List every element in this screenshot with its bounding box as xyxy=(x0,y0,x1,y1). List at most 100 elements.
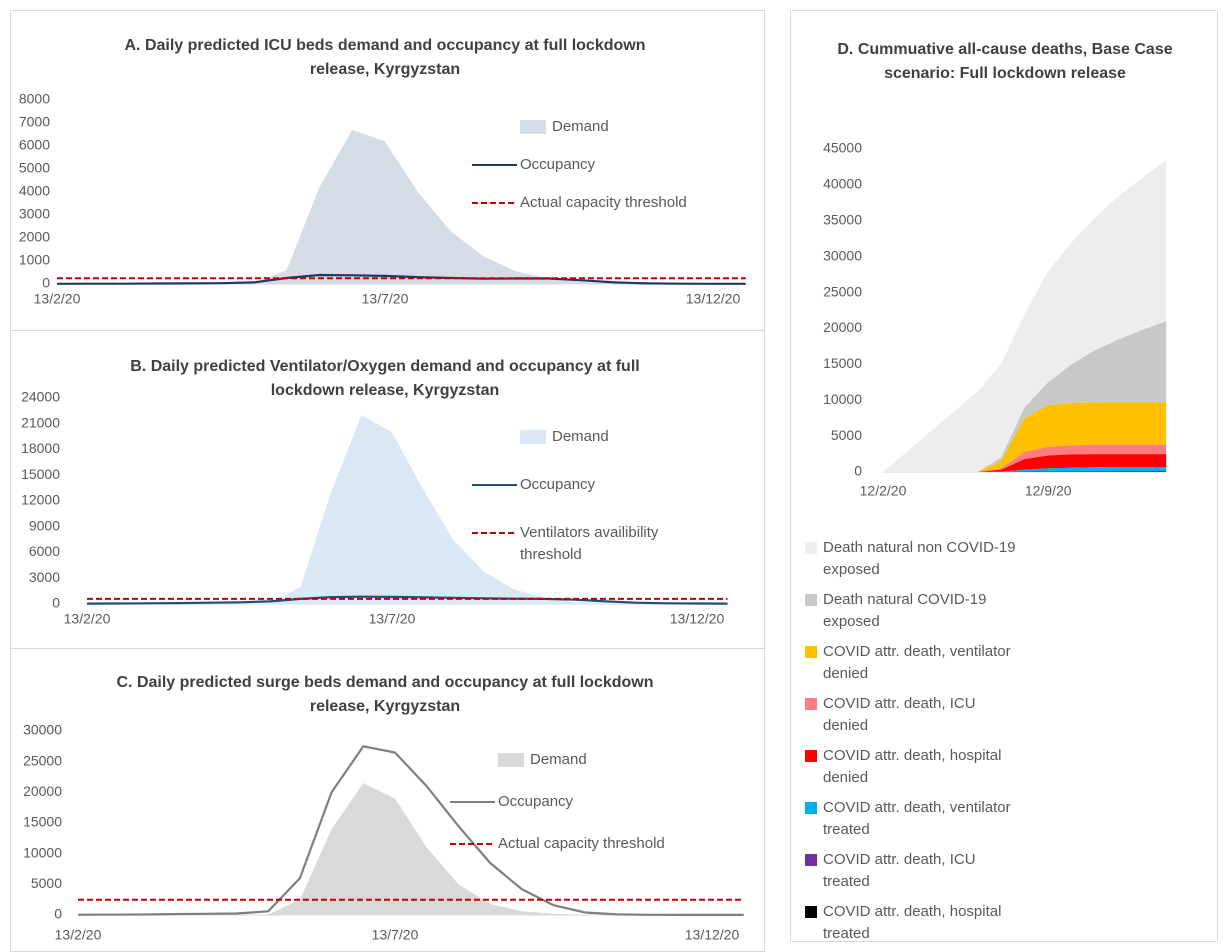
y-tick-label: 8000 xyxy=(19,91,50,107)
legend-label: Occupancy xyxy=(520,156,596,173)
x-tick-label: 13/7/20 xyxy=(369,611,416,627)
legend-entry: Occupancy xyxy=(472,154,720,176)
legend-swatch xyxy=(805,594,817,606)
demand-area xyxy=(78,783,744,915)
legend-label: Death natural COVID-19 exposed xyxy=(823,591,987,630)
legend-label: Occupancy xyxy=(520,476,596,493)
y-tick-label: 5000 xyxy=(19,160,50,176)
legend-entry: Actual capacity threshold xyxy=(450,833,698,855)
y-tick-label: 0 xyxy=(52,595,60,611)
occupancy-line xyxy=(77,745,744,916)
legend-entry: Demand xyxy=(472,116,752,138)
legend-label: Demand xyxy=(530,751,587,768)
legend-entry: COVID attr. death, ventilator treated xyxy=(805,797,1023,841)
y-tick-label: 45000 xyxy=(823,140,862,156)
x-tick-label: 13/2/20 xyxy=(55,927,102,943)
legend-square xyxy=(805,594,817,606)
chart-title: A. Daily predicted ICU beds demand and o… xyxy=(124,37,646,78)
legend-label: Demand xyxy=(552,428,609,445)
y-tick-label: 2000 xyxy=(19,229,50,245)
legend-swatch xyxy=(805,906,817,918)
legend-label: COVID attr. death, hospital treated xyxy=(823,903,1002,942)
y-tick-label: 20000 xyxy=(23,783,62,799)
chart-title: B. Daily predicted Ventilator/Oxygen dem… xyxy=(130,358,640,399)
legend-entry: Demand xyxy=(450,749,730,771)
y-tick-label: 20000 xyxy=(823,319,862,335)
y-tick-label: 24000 xyxy=(21,389,60,405)
legend-entry: Actual capacity threshold xyxy=(472,192,720,214)
y-tick-label: 35000 xyxy=(823,211,862,227)
legend-label: Death natural non COVID-19 exposed xyxy=(823,539,1016,578)
legend-entry: COVID attr. death, ventilator denied xyxy=(805,641,1023,685)
legend-rect xyxy=(520,430,546,444)
legend-label: COVID attr. death, ICU treated xyxy=(823,851,976,890)
y-tick-label: 7000 xyxy=(19,114,50,130)
y-tick-label: 30000 xyxy=(23,722,62,738)
y-tick-label: 1000 xyxy=(19,252,50,268)
y-tick-label: 10000 xyxy=(23,844,62,860)
legend-label: COVID attr. death, ventilator denied xyxy=(823,643,1011,682)
demand-area xyxy=(87,415,728,604)
legend-swatch xyxy=(520,430,546,444)
legend-swatch xyxy=(472,532,517,534)
legend-entry: Ventilators availibility threshold xyxy=(472,522,720,566)
x-tick-label: 12/2/20 xyxy=(860,483,907,499)
x-tick-label: 13/12/20 xyxy=(686,291,741,307)
stacked-area xyxy=(883,444,1167,472)
legend-square xyxy=(805,906,817,918)
y-tick-label: 0 xyxy=(854,463,862,479)
y-tick-label: 4000 xyxy=(19,183,50,199)
y-tick-label: 3000 xyxy=(19,206,50,222)
legend-entry: COVID attr. death, ICU denied xyxy=(805,693,1023,737)
legend-entry: Demand xyxy=(472,426,752,448)
y-tick-label: 9000 xyxy=(29,517,60,533)
x-tick-label: 12/9/20 xyxy=(1025,483,1072,499)
y-tick-label: 3000 xyxy=(29,569,60,585)
legend-swatch xyxy=(805,802,817,814)
y-tick-label: 30000 xyxy=(823,247,862,263)
legend-swatch xyxy=(805,750,817,762)
panel-d xyxy=(790,10,1218,942)
y-tick-label: 15000 xyxy=(823,355,862,371)
legend-swatch xyxy=(805,854,817,866)
y-tick-label: 5000 xyxy=(31,875,62,891)
x-tick-label: 13/2/20 xyxy=(64,611,111,627)
legend-label: Actual capacity threshold xyxy=(498,835,665,852)
occupancy-line xyxy=(86,595,728,605)
y-tick-label: 0 xyxy=(42,275,50,291)
legend-label: COVID attr. death, ICU denied xyxy=(823,695,976,734)
legend-swatch xyxy=(520,120,546,134)
legend-entry: Death natural COVID-19 exposed xyxy=(805,589,1023,633)
stacked-area xyxy=(883,321,1167,472)
legend-label: Demand xyxy=(552,118,609,135)
legend-rect xyxy=(498,753,524,767)
legend-swatch xyxy=(472,484,517,486)
occupancy-line xyxy=(56,273,746,285)
legend-label: COVID attr. death, ventilator treated xyxy=(823,799,1011,838)
legend-swatch xyxy=(805,646,817,658)
legend-entry: COVID attr. death, hospital treated xyxy=(805,901,1023,945)
legend-square xyxy=(805,802,817,814)
legend-swatch xyxy=(472,202,517,204)
legend-square xyxy=(805,854,817,866)
chart-title: D. Cummuative all-cause deaths, Base Cas… xyxy=(837,41,1173,82)
stacked-area xyxy=(883,454,1167,472)
x-tick-label: 13/7/20 xyxy=(372,927,419,943)
x-tick-label: 13/12/20 xyxy=(670,611,725,627)
y-tick-label: 0 xyxy=(54,906,62,922)
legend-label: Actual capacity threshold xyxy=(520,194,687,211)
stacked-area xyxy=(883,159,1167,473)
y-tick-label: 40000 xyxy=(823,176,862,192)
legend-square xyxy=(805,646,817,658)
stacked-area xyxy=(883,402,1167,472)
x-tick-label: 13/2/20 xyxy=(34,291,81,307)
y-tick-label: 18000 xyxy=(21,440,60,456)
legend-square xyxy=(805,698,817,710)
y-tick-label: 21000 xyxy=(21,414,60,430)
chart-title: C. Daily predicted surge beds demand and… xyxy=(116,674,654,715)
x-tick-label: 13/7/20 xyxy=(362,291,409,307)
legend-swatch xyxy=(450,801,495,803)
legend-swatch xyxy=(450,843,495,845)
legend-label: Occupancy xyxy=(498,793,574,810)
legend-square xyxy=(805,542,817,554)
